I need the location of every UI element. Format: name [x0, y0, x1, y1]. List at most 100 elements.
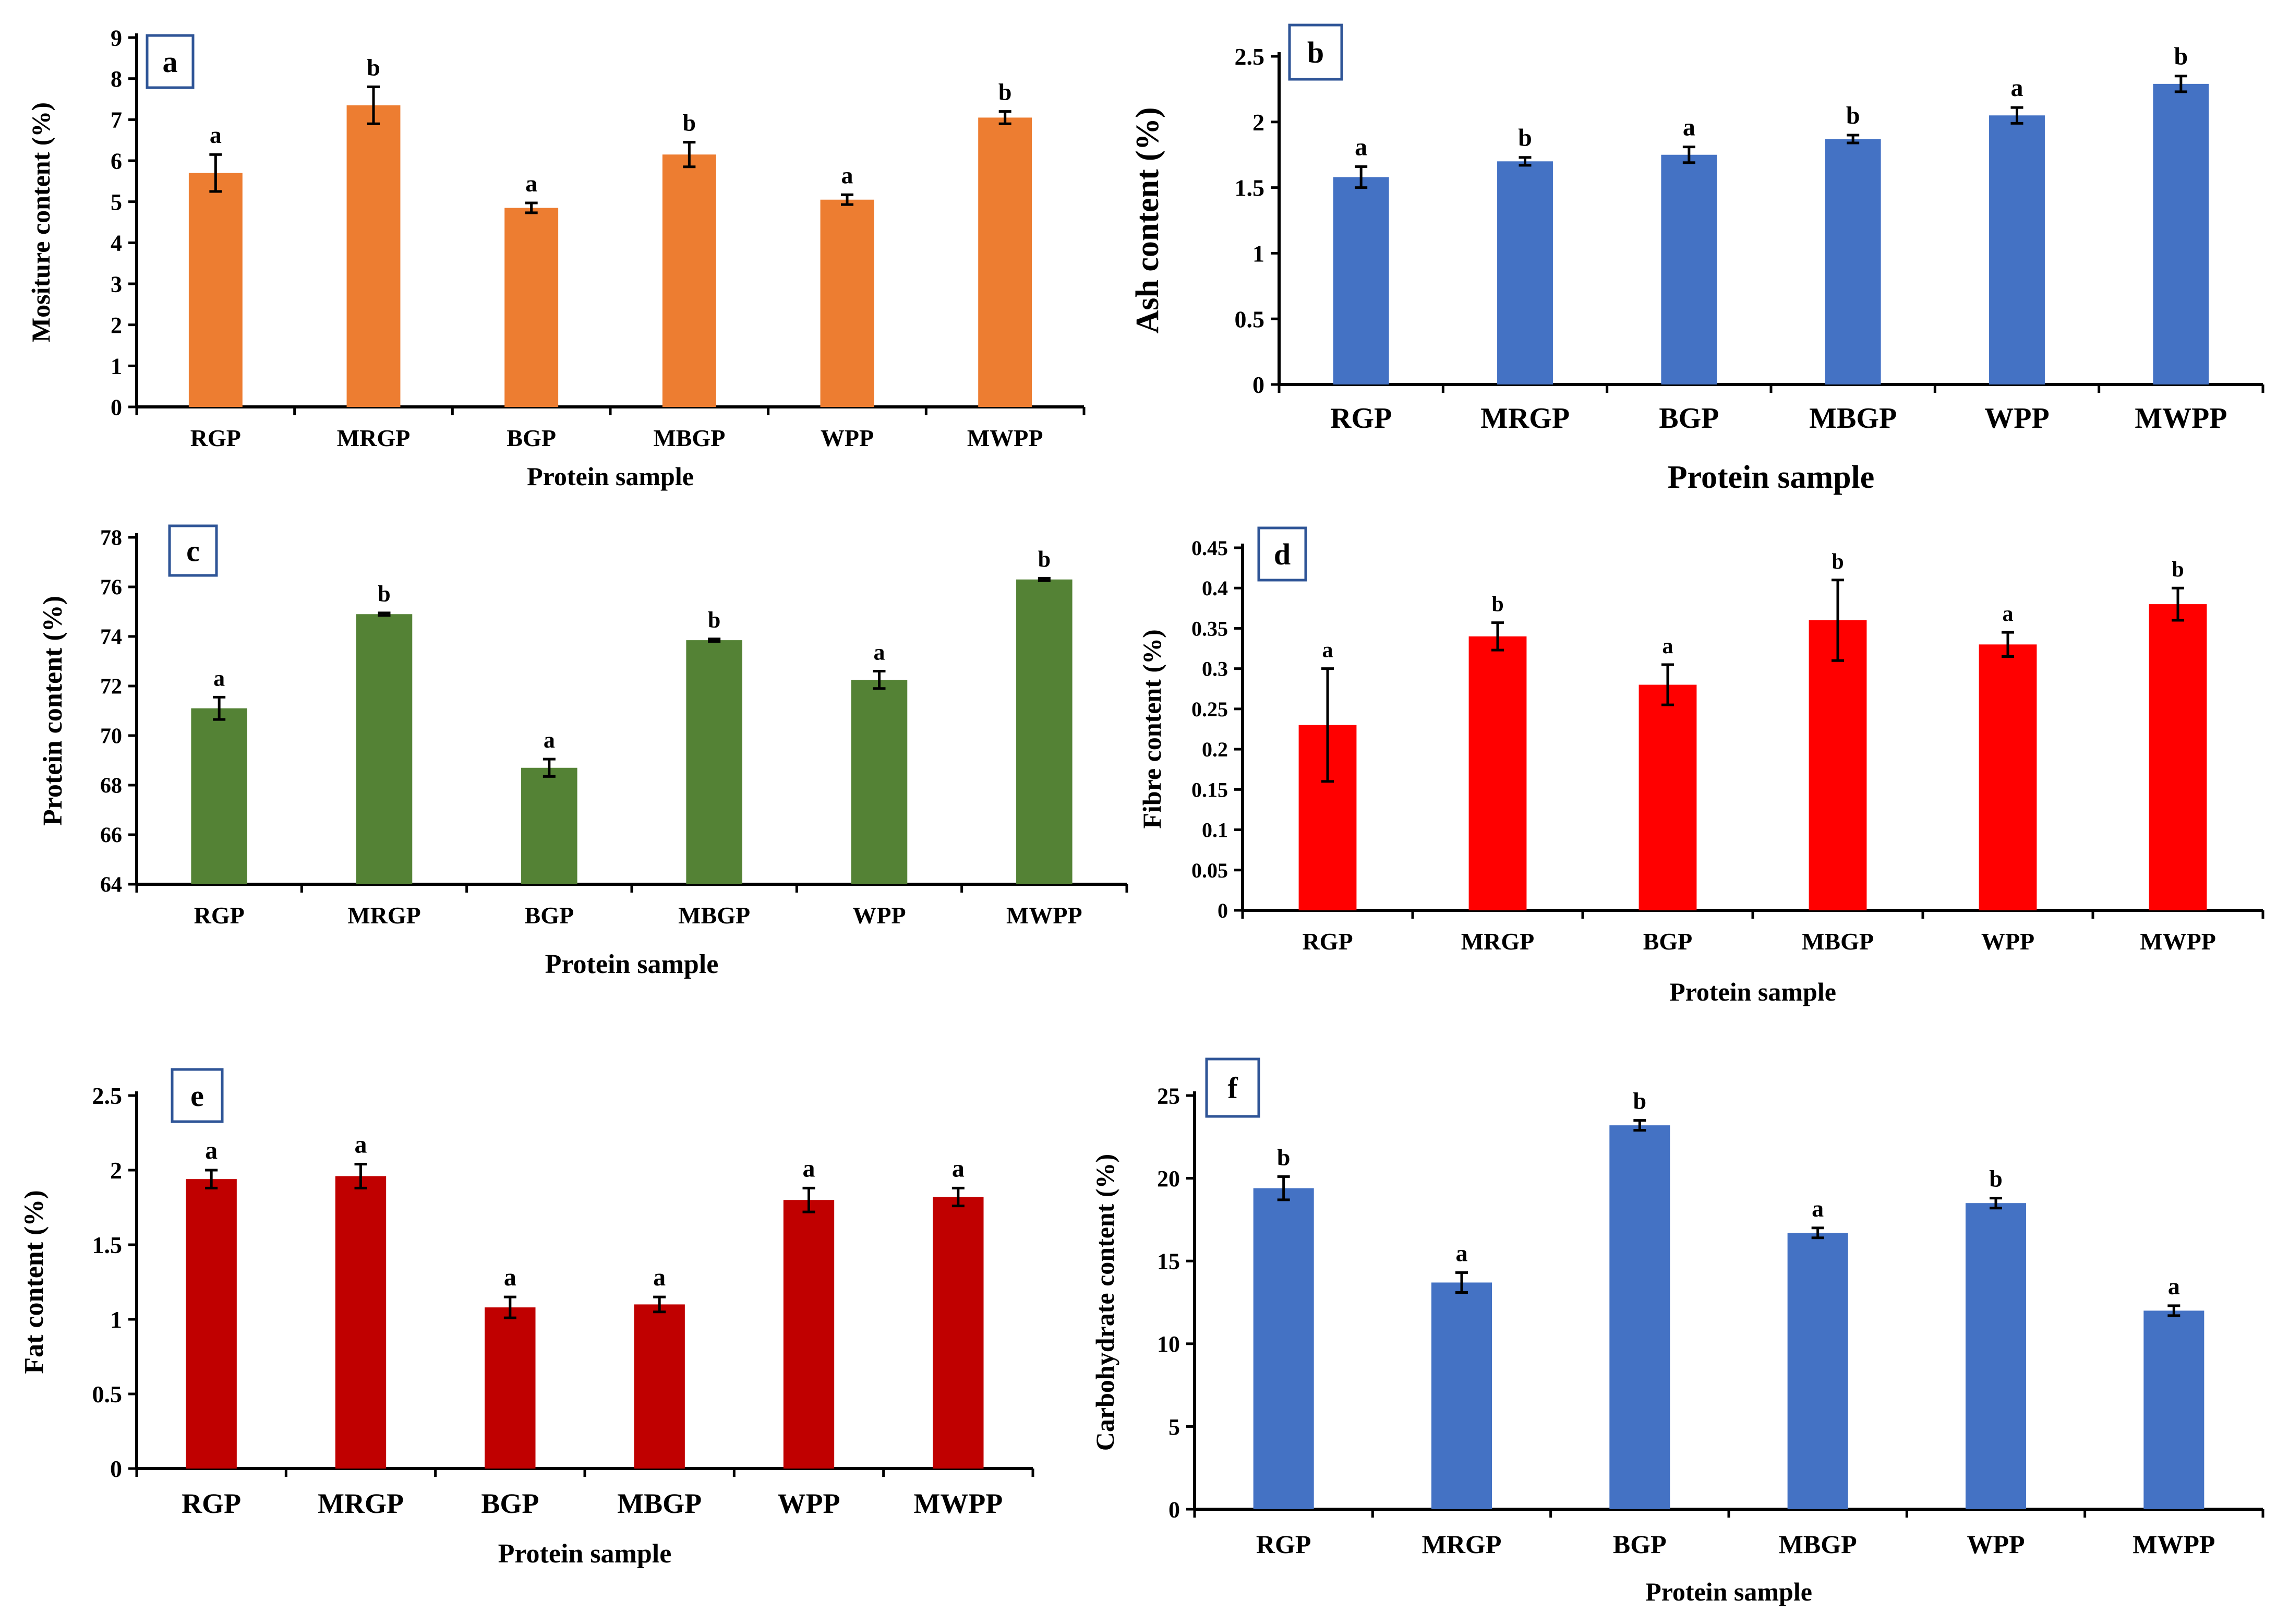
panel-label-box: [171, 1068, 224, 1123]
y-tick-label: 0.05: [1191, 859, 1228, 882]
significance-label-BGP: a: [504, 1264, 516, 1291]
y-tick-label: 2: [110, 1157, 122, 1184]
bar-WPP: [1965, 1203, 2027, 1509]
bar-MWPP: [1016, 579, 1073, 884]
y-tick-label: 1: [1252, 240, 1264, 267]
y-tick-label: 3: [111, 271, 122, 297]
bar-MWPP: [978, 117, 1032, 407]
significance-label-MRGP: b: [1491, 593, 1503, 617]
y-tick-label: 70: [100, 725, 122, 749]
significance-label-BGP: a: [544, 727, 555, 753]
bar-BGP: [1639, 684, 1697, 910]
y-tick-label: 0.5: [1235, 306, 1265, 332]
x-category-label: MBGP: [678, 902, 750, 929]
significance-label-BGP: a: [525, 170, 537, 197]
x-category-label: WPP: [852, 902, 906, 929]
y-tick-label: 0.3: [1202, 657, 1228, 681]
panel-label-box: [1257, 526, 1307, 582]
significance-label-MWPP: a: [2168, 1273, 2180, 1300]
significance-label-WPP: a: [2003, 602, 2014, 626]
x-category-label: WPP: [778, 1488, 840, 1519]
bar-MBGP: [1825, 139, 1881, 384]
bar-RGP: [186, 1179, 237, 1469]
y-tick-label: 74: [100, 625, 122, 649]
x-category-label: MRGP: [347, 902, 421, 929]
y-tick-label: 72: [100, 675, 122, 699]
x-category-label: MRGP: [1461, 928, 1535, 955]
bar-BGP: [1609, 1125, 1670, 1509]
y-tick-label: 0: [110, 1455, 122, 1482]
x-category-label: MRGP: [318, 1488, 404, 1519]
significance-label-WPP: a: [803, 1154, 815, 1182]
chart-panel-f: 0 5 10 15 20 25 b RGP a MRGP b BGP a MBGP b WPP a MWPP Pro…: [1090, 1057, 2264, 1606]
y-tick-label: 1.5: [92, 1232, 123, 1258]
y-axis-title: Carbohydrate content (%): [1090, 1154, 1119, 1451]
significance-label-RGP: a: [213, 665, 225, 691]
panel-label: f: [1227, 1071, 1238, 1105]
y-tick-label: 0: [111, 394, 122, 420]
y-tick-label: 0: [1252, 371, 1264, 398]
bar-MWPP: [2143, 1310, 2204, 1509]
y-tick-label: 9: [111, 25, 122, 51]
y-tick-label: 20: [1157, 1166, 1180, 1192]
x-category-label: BGP: [1659, 402, 1719, 435]
x-category-label: WPP: [821, 425, 874, 451]
x-category-label: WPP: [1981, 928, 2034, 955]
significance-label-MRGP: b: [1518, 124, 1532, 152]
chart-panel-a: 0 1 2 3 4 5 6 7 8 9 a RGP b MRGP a BGP b MBGP a WPP b MWPP Pro…: [26, 25, 1086, 491]
x-category-label: MBGP: [1779, 1530, 1857, 1559]
x-category-label: RGP: [1330, 402, 1392, 435]
x-axis-title: Protein sample: [1645, 1577, 1812, 1606]
y-tick-label: 78: [100, 526, 122, 550]
x-category-label: RGP: [1302, 928, 1353, 955]
y-tick-label: 2.5: [92, 1082, 123, 1109]
x-category-label: WPP: [1984, 402, 2049, 435]
significance-label-MWPP: b: [1038, 546, 1051, 572]
y-tick-label: 0.2: [1202, 738, 1228, 761]
significance-label-MRGP: a: [355, 1131, 367, 1159]
y-tick-label: 1: [110, 1306, 122, 1333]
y-tick-label: 0.5: [92, 1381, 123, 1408]
significance-label-MBGP: b: [708, 607, 720, 633]
x-category-label: MBGP: [617, 1488, 702, 1519]
significance-label-BGP: a: [1662, 634, 1673, 658]
y-tick-label: 76: [100, 576, 122, 600]
x-axis-title: Protein sample: [1668, 460, 1875, 495]
y-tick-label: 6: [111, 148, 122, 174]
significance-label-MBGP: a: [653, 1264, 666, 1291]
bar-MBGP: [634, 1304, 685, 1469]
bar-MRGP: [1468, 636, 1527, 910]
significance-label-BGP: a: [1683, 114, 1695, 141]
x-axis-title: Protein sample: [498, 1539, 672, 1569]
x-axis-title: Protein sample: [1669, 977, 1836, 1006]
x-category-label: MRGP: [1422, 1530, 1502, 1559]
significance-label-MWPP: b: [998, 79, 1012, 105]
significance-label-MBGP: b: [1846, 102, 1860, 129]
chart-panel-c: 64 66 68 70 72 74 76 78 a RGP b MRGP a BGP b MBGP a WPP b M…: [38, 524, 1128, 979]
y-tick-label: 5: [111, 189, 122, 215]
x-category-label: MWPP: [1006, 902, 1082, 929]
y-tick-label: 0.15: [1191, 778, 1228, 801]
bar-WPP: [1989, 115, 2045, 385]
significance-label-RGP: a: [210, 122, 222, 148]
y-tick-label: 1.5: [1235, 175, 1265, 201]
y-axis-title: Fat content (%): [19, 1190, 49, 1374]
y-tick-label: 8: [111, 66, 122, 92]
chart-panel-d: 0 0.05 0.1 0.15 0.2 0.25 0.3 0.35 0.4 0.45 a RGP b MR…: [1137, 526, 2264, 1006]
y-axis-title: Ash content (%): [1130, 107, 1165, 334]
panel-label: e: [190, 1079, 204, 1113]
bar-WPP: [851, 680, 908, 884]
x-category-label: MBGP: [653, 425, 725, 451]
significance-label-MRGP: a: [1456, 1240, 1468, 1266]
x-category-label: MWPP: [913, 1488, 1003, 1519]
bar-MWPP: [2149, 604, 2207, 910]
y-tick-label: 64: [100, 873, 122, 897]
bar-MBGP: [1809, 620, 1867, 910]
bar-RGP: [1333, 177, 1389, 384]
significance-label-RGP: a: [205, 1137, 218, 1164]
y-tick-label: 0.35: [1191, 617, 1228, 640]
significance-label-RGP: a: [1322, 639, 1333, 663]
y-tick-label: 66: [100, 824, 122, 848]
y-axis-title: Fibre content (%): [1137, 629, 1166, 828]
